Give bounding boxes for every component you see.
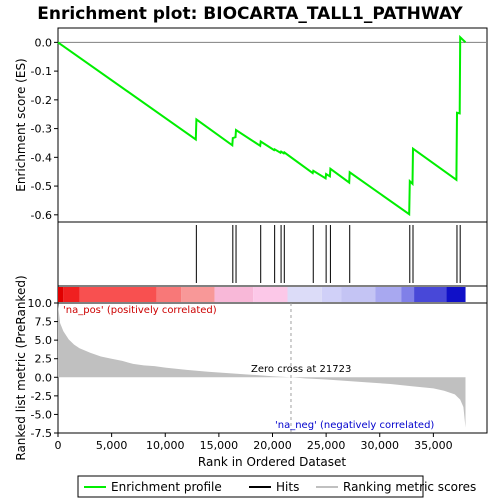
es-tick-label: -0.2 [31, 94, 52, 107]
es-tick-label: -0.4 [31, 151, 52, 164]
color-bar-segment [156, 287, 182, 302]
x-tick-label: 5,000 [96, 439, 128, 452]
es-panel-frame [57, 27, 488, 223]
color-bar-segment [401, 287, 415, 302]
es-axis-ticks: 0.0 -0.1 -0.2 -0.3 -0.4 -0.5 -0.6 [31, 36, 58, 222]
metric-tick-label: -7.5 [31, 427, 52, 440]
color-bar-segment [446, 287, 466, 302]
metric-tick-label: -5.0 [31, 408, 52, 421]
metric-tick-label: -2.5 [31, 390, 52, 403]
es-tick-label: -0.5 [31, 180, 52, 193]
ranking-metric-area [58, 304, 466, 428]
metric-axis-title: Ranked list metric (PreRanked) [14, 275, 28, 460]
metric-tick-label: 2.5 [35, 353, 53, 366]
color-bar-segment [253, 287, 288, 302]
es-tick-label: -0.3 [31, 123, 52, 136]
metric-axis-ticks: 10.0 7.5 5.0 2.5 0.0 -2.5 -5.0 -7.5 [28, 297, 58, 440]
color-bar-segment [414, 287, 447, 302]
negative-correlation-label: 'na_neg' (negatively correlated) [275, 420, 434, 431]
x-tick-label: 0 [55, 439, 62, 452]
x-tick-label: 10,000 [146, 439, 185, 452]
es-tick-label: -0.1 [31, 65, 52, 78]
x-tick-label: 15,000 [200, 439, 239, 452]
color-bar-segment [321, 287, 342, 302]
enrichment-profile [57, 34, 467, 217]
hit-markers [195, 225, 461, 283]
chart-title: Enrichment plot: BIOCARTA_TALL1_PATHWAY [37, 4, 463, 24]
metric-tick-label: 10.0 [28, 297, 53, 310]
x-axis-title: Rank in Ordered Dataset [198, 455, 346, 469]
color-bar-segment [287, 287, 322, 302]
es-axis-title: Enrichment score (ES) [14, 58, 28, 191]
x-tick-label: 35,000 [414, 439, 453, 452]
ranking-metric-fill [58, 304, 466, 428]
color-bar-segment [181, 287, 215, 302]
legend-label: Ranking metric scores [343, 480, 476, 494]
color-bar-segment [214, 287, 254, 302]
enrichment-profile-line [57, 34, 467, 217]
color-bar-segment [341, 287, 376, 302]
color-bar-segment [375, 287, 402, 302]
x-tick-label: 30,000 [361, 439, 400, 452]
metric-tick-label: 0.0 [35, 371, 53, 384]
hits-panel-frame [57, 221, 488, 287]
legend: Enrichment profile Hits Ranking metric sco… [77, 475, 476, 498]
x-axis-ticks: 0 5,000 10,000 15,000 20,000 25,000 30,000 35,0… [55, 433, 453, 452]
positive-correlation-label: 'na_pos' (positively correlated) [63, 305, 217, 316]
metric-tick-label: 5.0 [35, 334, 53, 347]
metric-tick-label: 7.5 [35, 316, 53, 329]
rank-color-bar [58, 287, 466, 302]
color-bar-segment [58, 287, 64, 302]
zero-cross-label: Zero cross at 21723 [251, 364, 351, 375]
x-tick-label: 25,000 [307, 439, 346, 452]
color-bar-segment [63, 287, 80, 302]
legend-label: Hits [276, 480, 299, 494]
es-tick-label: 0.0 [35, 36, 53, 49]
color-bar-segment [79, 287, 157, 302]
x-tick-label: 20,000 [253, 439, 292, 452]
legend-label: Enrichment profile [111, 480, 222, 494]
es-tick-label: -0.6 [31, 209, 52, 222]
